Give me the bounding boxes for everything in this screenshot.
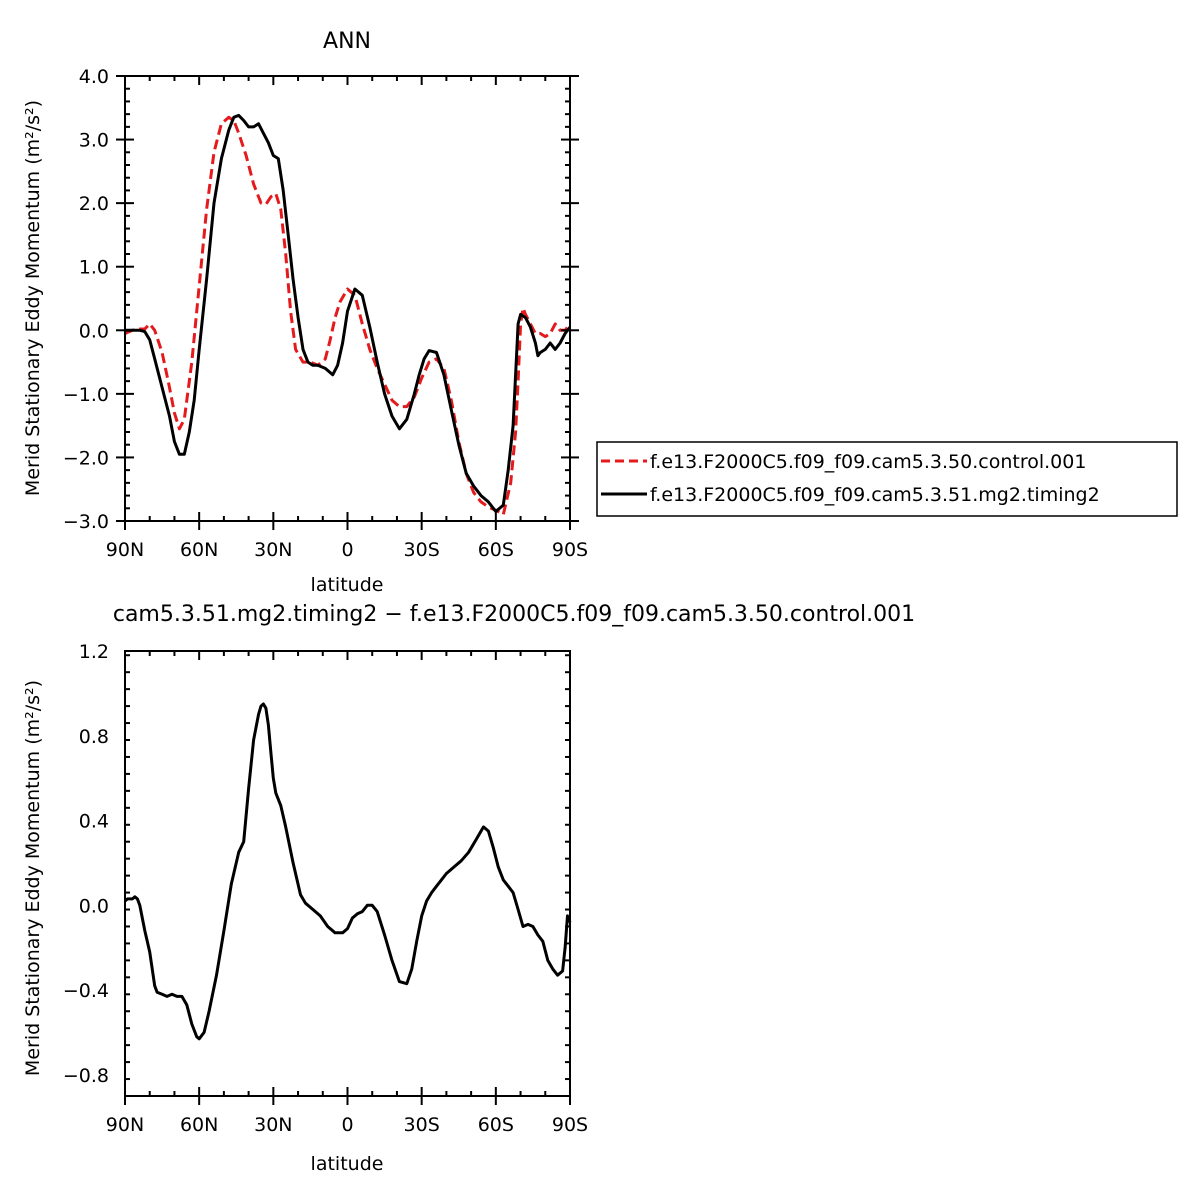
legend-box [596,441,1178,517]
series-line-0-0 [124,115,572,517]
y-tick-label: 0.0 [79,320,109,342]
y-tick-label: −1.0 [63,384,109,406]
plot-frame [124,75,571,522]
y-tick-label: −0.4 [63,980,109,1002]
top-chart-title: ANN [323,29,371,54]
top-chart-plot-area: 90N 60N 30N 0 30S 60S 90S 4.0 3.0 2.0 1.0 0.0 −1.0 −2… [63,66,588,561]
top-chart: ANN 90N 60N 30N 0 30S 60S 90S 4.0 3.0 2.0 1.0 0.0 −1… [22,29,1178,596]
y-tick-label: 0.8 [79,726,109,748]
legend-label-control: f.e13.F2000C5.f09_f09.cam5.3.50.control.… [650,451,1086,473]
y-tick-label: 3.0 [79,130,109,152]
y-tick-label: 1.2 [79,641,109,663]
x-tick-label: 60S [478,539,514,561]
difference-chart-x-axis-title: latitude [311,1153,384,1175]
top-chart-y-axis-title: Merid Stationary Eddy Momentum (m²/s²) [22,100,44,496]
difference-chart-y-axis-title: Merid Stationary Eddy Momentum (m²/s²) [22,680,44,1076]
plot-frame [124,650,571,1097]
difference-chart-title: cam5.3.51.mg2.timing2 − f.e13.F2000C5.f0… [113,602,915,627]
x-tick-label: 30S [404,539,440,561]
y-tick-label: 1.0 [79,257,109,279]
x-tick-label: 90N [106,1114,144,1136]
y-tick-label: 0.4 [79,811,109,833]
x-tick-label: 30S [404,1114,440,1136]
x-tick-label: 0 [341,539,353,561]
y-tick-label: −3.0 [63,511,109,533]
y-tick-label: −0.8 [63,1065,109,1087]
x-tick-label: 60N [180,1114,218,1136]
y-tick-label: 0.0 [79,895,109,917]
x-tick-label: 60S [478,1114,514,1136]
difference-chart: cam5.3.51.mg2.timing2 − f.e13.F2000C5.f0… [22,602,915,1175]
x-tick-label: 90N [106,539,144,561]
x-tick-label: 60N [180,539,218,561]
x-tick-label: 90S [552,1114,588,1136]
x-tick-label: 30N [254,1114,292,1136]
top-chart-x-axis-title: latitude [311,574,384,596]
y-tick-label: −2.0 [63,447,109,469]
x-tick-label: 0 [341,1114,353,1136]
y-tick-label: 2.0 [79,193,109,215]
legend-label-timing2: f.e13.F2000C5.f09_f09.cam5.3.51.mg2.timi… [650,484,1100,506]
series-line-1-0 [124,702,572,1041]
difference-chart-plot-area: 90N 60N 30N 0 30S 60S 90S 1.2 0.8 0.4 0.0 −0.4 −0.8 [63,641,588,1136]
top-chart-legend: f.e13.F2000C5.f09_f09.cam5.3.50.control.… [596,441,1178,517]
x-tick-label: 30N [254,539,292,561]
x-tick-label: 90S [552,539,588,561]
y-tick-label: 4.0 [79,66,109,88]
series-line-0-1 [125,113,572,513]
